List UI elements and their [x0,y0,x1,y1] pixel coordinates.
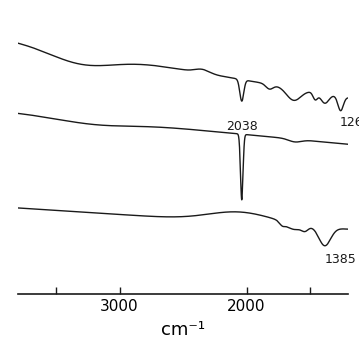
Text: 1260: 1260 [339,116,359,129]
Text: 1385: 1385 [325,252,356,266]
Text: 2038: 2038 [226,120,258,133]
X-axis label: cm⁻¹: cm⁻¹ [161,321,205,339]
